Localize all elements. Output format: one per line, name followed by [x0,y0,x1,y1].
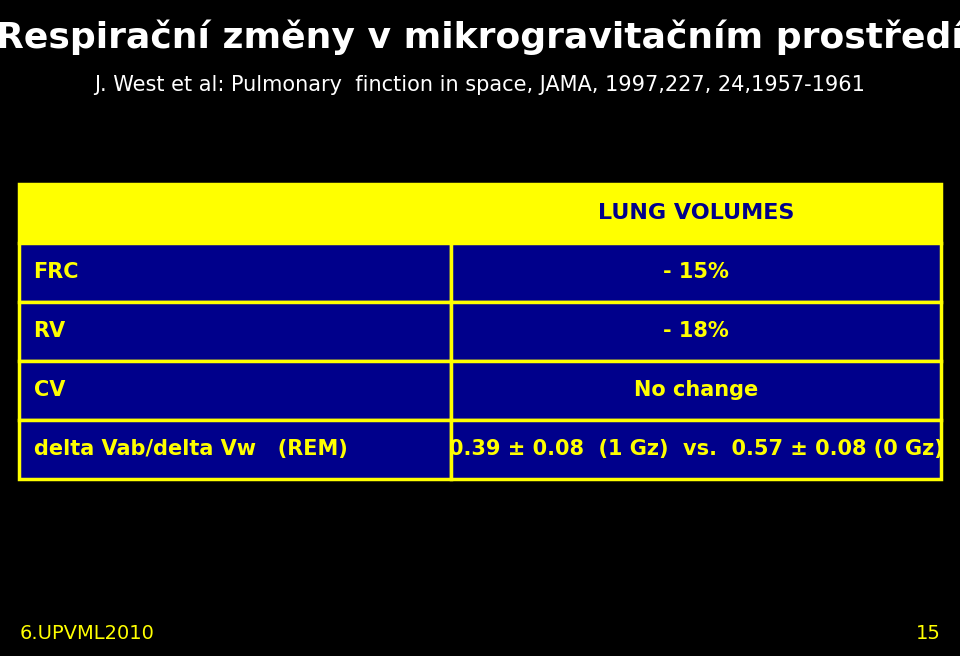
Text: Respirační změny v mikrogravitačním prostředí: Respirační změny v mikrogravitačním pros… [0,20,960,55]
FancyBboxPatch shape [19,302,451,361]
FancyBboxPatch shape [451,302,941,361]
Text: delta Vab/delta Vw   (REM): delta Vab/delta Vw (REM) [34,440,348,459]
Text: 6.UPVML2010: 6.UPVML2010 [19,624,154,643]
Text: RV: RV [34,321,65,341]
Text: No change: No change [634,380,758,400]
Text: - 18%: - 18% [663,321,729,341]
FancyBboxPatch shape [19,243,451,302]
Text: LUNG VOLUMES: LUNG VOLUMES [598,203,794,223]
Text: 15: 15 [916,624,941,643]
FancyBboxPatch shape [451,420,941,479]
FancyBboxPatch shape [451,243,941,302]
Text: CV: CV [34,380,65,400]
FancyBboxPatch shape [19,420,451,479]
Text: J. West et al: Pulmonary  finction in space, JAMA, 1997,227, 24,1957-1961: J. West et al: Pulmonary finction in spa… [95,75,865,95]
FancyBboxPatch shape [19,361,451,420]
FancyBboxPatch shape [19,184,941,243]
FancyBboxPatch shape [451,361,941,420]
Text: - 15%: - 15% [663,262,729,282]
Text: 0.39 ± 0.08  (1 Gz)  vs.  0.57 ± 0.08 (0 Gz): 0.39 ± 0.08 (1 Gz) vs. 0.57 ± 0.08 (0 Gz… [448,440,944,459]
Text: FRC: FRC [34,262,79,282]
